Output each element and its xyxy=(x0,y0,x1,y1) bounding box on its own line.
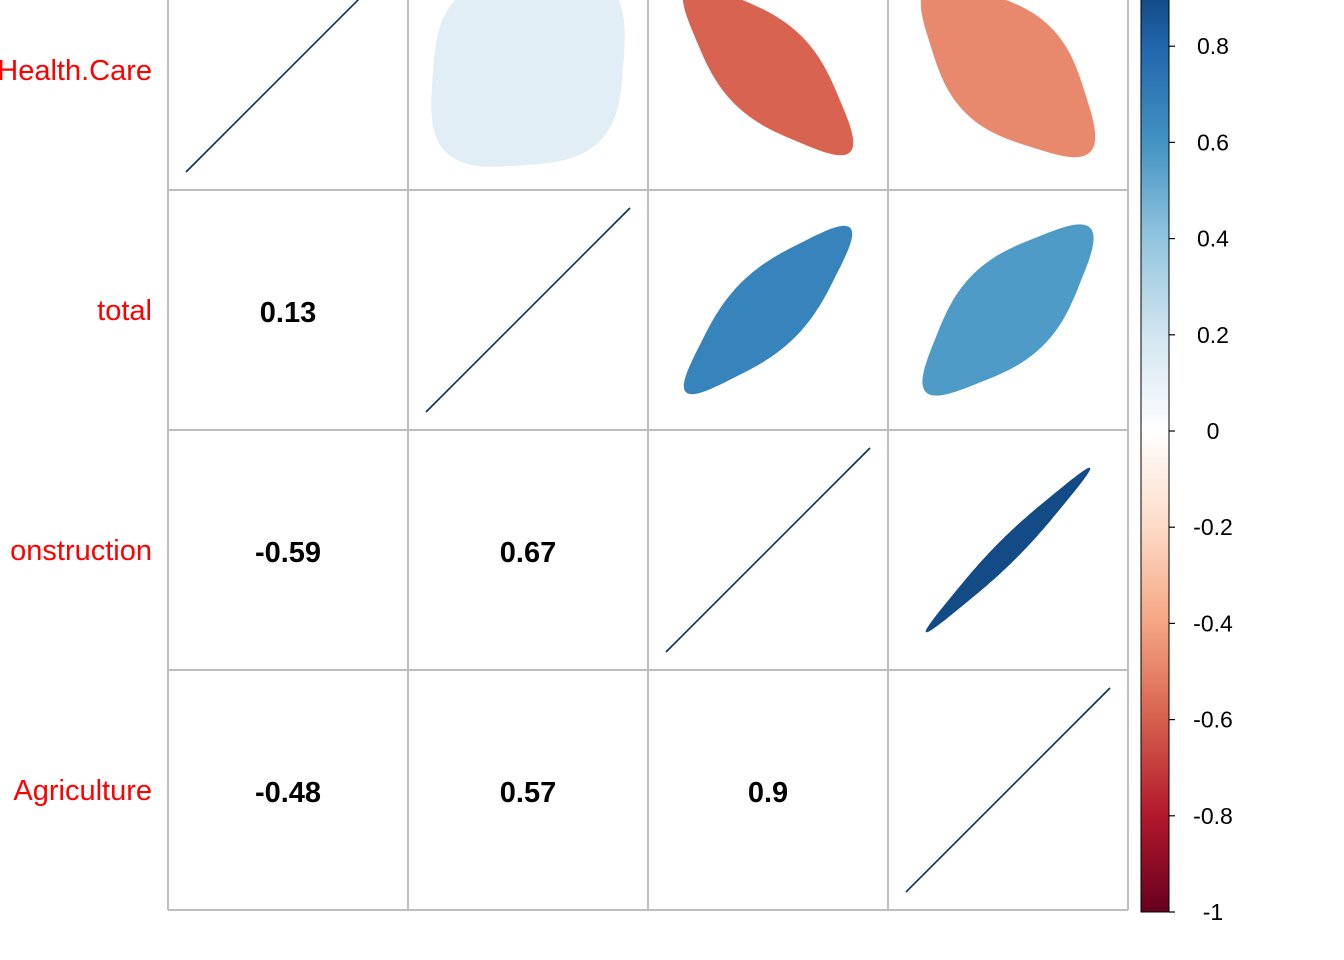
matrix-cells: 0.13 -0.59 0.67 -0.48 0.57 0.9 xyxy=(185,0,1111,893)
diagonal-line xyxy=(185,0,360,173)
row-label: Health.Care xyxy=(0,55,152,87)
correlation-value: 0.9 xyxy=(748,777,788,809)
colorbar-tick-label: 0.2 xyxy=(1197,322,1229,348)
colorbar-gradient xyxy=(1140,0,1170,913)
row-label: onstruction xyxy=(10,535,152,567)
correlation-value: -0.48 xyxy=(255,777,321,809)
colorbar-tick-label: 0.8 xyxy=(1197,33,1229,59)
colorbar-tick-label: -0.2 xyxy=(1193,514,1233,540)
correlation-value: 0.13 xyxy=(260,297,316,329)
colorbar-tick-label: 0.6 xyxy=(1197,129,1229,155)
correlation-ellipse xyxy=(683,225,853,395)
diagonal-line xyxy=(665,447,871,653)
row-label: total xyxy=(97,295,152,327)
correlation-value: 0.67 xyxy=(500,537,556,569)
correlation-ellipse xyxy=(682,0,854,156)
correlation-ellipse xyxy=(925,467,1091,633)
row-labels: Health.Care total onstruction Agriculture xyxy=(0,55,152,807)
colorbar: -1 -0.8 -0.6 -0.4 -0.2 0 0.2 0.4 0.6 0.8 xyxy=(1140,0,1233,925)
diagonal-line xyxy=(425,207,631,413)
correlation-ellipse xyxy=(431,0,625,167)
colorbar-tick-label: 0 xyxy=(1207,418,1220,444)
row-label: Agriculture xyxy=(13,775,152,807)
correlation-ellipse xyxy=(920,0,1096,158)
correlation-value: -0.59 xyxy=(255,537,321,569)
colorbar-tick-label: -0.6 xyxy=(1193,707,1233,733)
colorbar-tick-label: -0.4 xyxy=(1193,610,1233,636)
colorbar-tick-label: 0.4 xyxy=(1197,226,1229,252)
matrix-grid xyxy=(167,0,1129,911)
colorbar-tick-label: -1 xyxy=(1203,899,1223,925)
colorbar-tick-label: -0.8 xyxy=(1193,803,1233,829)
diagonal-line xyxy=(905,687,1111,893)
correlation-value: 0.57 xyxy=(500,777,556,809)
correlation-ellipse xyxy=(922,224,1094,396)
